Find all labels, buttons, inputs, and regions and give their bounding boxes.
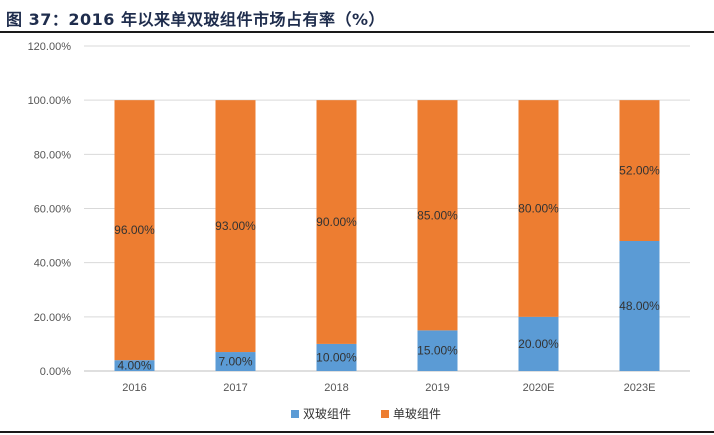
data-labels: 4.00% 96.00% 7.00% 93.00% 10.00% 90.00% 15.00%… bbox=[114, 164, 660, 373]
bar-segment bbox=[417, 100, 458, 331]
bar-segment bbox=[114, 100, 155, 361]
bottom-rule bbox=[0, 431, 714, 433]
data-label: 15.00% bbox=[417, 344, 458, 358]
title-rule bbox=[0, 31, 714, 33]
legend-label: 双玻组件 bbox=[303, 407, 351, 421]
y-tick-label: 80.00% bbox=[34, 149, 72, 161]
data-label: 80.00% bbox=[518, 202, 559, 216]
y-tick-label: 60.00% bbox=[34, 204, 72, 216]
x-axis-tick-labels: 2016 2017 2018 2019 2020E 2023E bbox=[122, 382, 655, 394]
x-tick-label: 2018 bbox=[324, 382, 348, 394]
legend-label: 单玻组件 bbox=[393, 407, 441, 421]
bar-segment bbox=[518, 100, 559, 317]
bar-segment bbox=[417, 330, 458, 371]
bar-segment bbox=[619, 100, 660, 242]
bar-segment bbox=[619, 241, 660, 371]
bar-segment bbox=[114, 360, 155, 371]
y-tick-label: 0.00% bbox=[40, 366, 71, 378]
chart-title: 图 37：2016 年以来单双玻组件市场占有率（%） bbox=[6, 10, 385, 29]
data-label: 10.00% bbox=[316, 350, 357, 364]
legend: 双玻组件 单玻组件 bbox=[291, 407, 441, 421]
data-label: 85.00% bbox=[417, 208, 458, 222]
grid-lines bbox=[84, 45, 690, 372]
bar-segment bbox=[518, 316, 559, 371]
legend-swatch bbox=[291, 410, 299, 418]
data-label: 90.00% bbox=[316, 215, 357, 229]
x-tick-label: 2020E bbox=[523, 382, 555, 394]
y-tick-label: 20.00% bbox=[34, 312, 72, 324]
bar-segment bbox=[215, 352, 256, 371]
x-tick-label: 2016 bbox=[122, 382, 146, 394]
bars bbox=[114, 100, 660, 371]
data-label: 7.00% bbox=[218, 355, 252, 369]
y-axis-tick-labels: 0.00% 20.00% 40.00% 60.00% 80.00% 100.00% 120.… bbox=[28, 41, 72, 378]
data-label: 4.00% bbox=[117, 359, 151, 373]
y-tick-label: 120.00% bbox=[28, 41, 72, 53]
bar-segment bbox=[316, 100, 357, 344]
x-tick-label: 2017 bbox=[223, 382, 247, 394]
x-tick-label: 2023E bbox=[624, 382, 656, 394]
data-label: 48.00% bbox=[619, 299, 660, 313]
bar-segment bbox=[316, 343, 357, 371]
data-label: 96.00% bbox=[114, 223, 155, 237]
x-tick-label: 2019 bbox=[425, 382, 449, 394]
y-tick-label: 100.00% bbox=[28, 95, 72, 107]
data-label: 20.00% bbox=[518, 337, 559, 351]
bar-segment bbox=[215, 100, 256, 353]
data-label: 52.00% bbox=[619, 164, 660, 178]
data-label: 93.00% bbox=[215, 219, 256, 233]
legend-swatch bbox=[381, 410, 389, 418]
y-tick-label: 40.00% bbox=[34, 258, 72, 270]
